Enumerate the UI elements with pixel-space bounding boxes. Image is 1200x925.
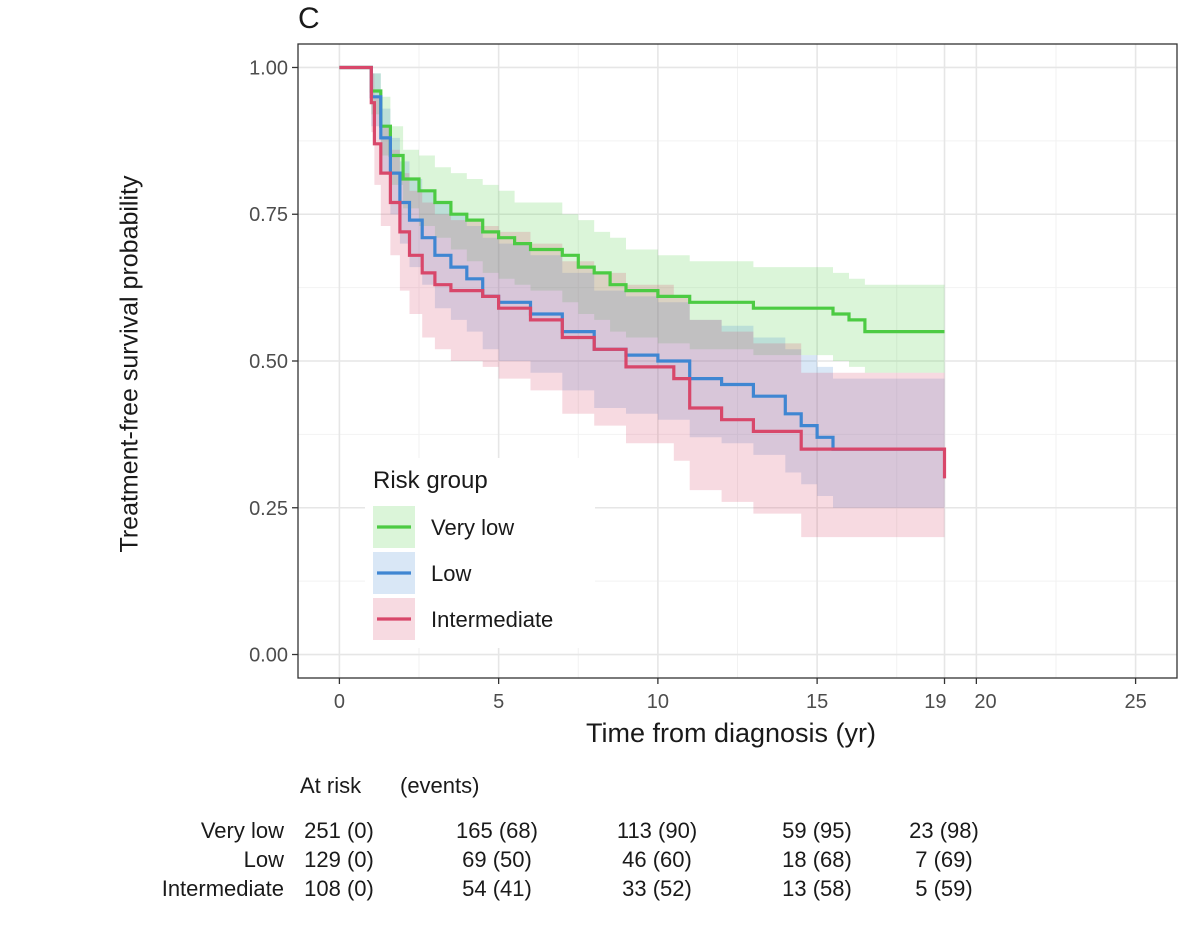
risk-cell: 129 (0)	[304, 847, 374, 872]
risk-table-header-at-risk: At risk	[300, 773, 362, 798]
panel-label: C	[298, 2, 320, 35]
legend-background	[365, 458, 595, 648]
survival-chart: 0.00 0.25 0.50 0.75 1.00 0 5 10 15 19 20 25 Risk gro…	[249, 43, 1178, 713]
x-tick-label: 0	[334, 691, 345, 713]
legend-label: Very low	[431, 515, 514, 540]
x-tick-label: 5	[493, 691, 504, 713]
x-tick-label: 15	[806, 691, 828, 713]
y-tick-label: 0.00	[249, 645, 288, 667]
legend-title: Risk group	[373, 467, 488, 494]
survival-curve	[339, 65, 947, 479]
risk-cell: 165 (68)	[456, 818, 538, 843]
y-tick-label: 0.25	[249, 498, 288, 520]
y-tick-label: 0.75	[249, 204, 288, 226]
risk-cell: 54 (41)	[462, 876, 532, 901]
y-tick-label: 0.50	[249, 351, 288, 373]
survival-curve	[339, 65, 945, 451]
risk-cell: 59 (95)	[782, 818, 852, 843]
risk-cell: 18 (68)	[782, 847, 852, 872]
risk-cell: 5 (59)	[915, 876, 973, 901]
confidence-band	[339, 67, 945, 373]
confidence-band	[339, 67, 945, 549]
legend-label: Low	[431, 561, 471, 586]
risk-cell: 251 (0)	[304, 818, 374, 843]
risk-row-label: Low	[243, 847, 284, 872]
risk-row-label: Very low	[200, 818, 284, 843]
legend-label: Intermediate	[431, 607, 553, 632]
x-tick-label: 20	[974, 691, 996, 713]
y-axis-title: Treatment-free survival probability	[115, 175, 144, 553]
x-tick-label: 19	[924, 691, 946, 713]
risk-cell: 13 (58)	[782, 876, 852, 901]
x-tick-label: 10	[647, 691, 669, 713]
survival-curve	[339, 65, 945, 334]
risk-cell: 108 (0)	[304, 876, 374, 901]
risk-table: At risk (events) Very low 251 (0) 165 (6…	[0, 768, 1200, 918]
risk-cell: 7 (69)	[915, 847, 973, 872]
risk-cell: 113 (90)	[616, 818, 698, 843]
confidence-band	[339, 67, 945, 508]
risk-cell: 23 (98)	[909, 818, 979, 843]
y-tick-label: 1.00	[249, 57, 288, 79]
risk-cell: 46 (60)	[622, 847, 692, 872]
risk-cell: 69 (50)	[462, 847, 532, 872]
x-axis-title: Time from diagnosis (yr)	[585, 718, 877, 748]
risk-cell: 33 (52)	[622, 876, 692, 901]
risk-table-header-events: (events)	[400, 773, 480, 798]
risk-row-label: Intermediate	[161, 876, 284, 901]
x-tick-label: 25	[1124, 691, 1146, 713]
